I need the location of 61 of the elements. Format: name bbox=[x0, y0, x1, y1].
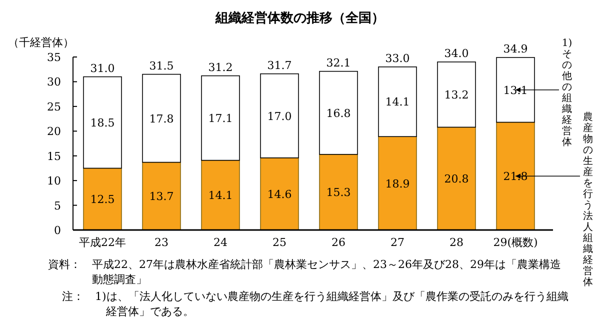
total-label: 34.9 bbox=[503, 42, 528, 56]
data-label: 13.1 bbox=[503, 84, 528, 97]
y-tick-label: 35 bbox=[47, 51, 61, 64]
bar bbox=[83, 168, 122, 230]
total-label: 31.7 bbox=[267, 58, 292, 72]
bar bbox=[437, 126, 476, 230]
data-label: 13.2 bbox=[444, 88, 469, 102]
total-label: 32.1 bbox=[326, 56, 351, 70]
y-tick-label: 5 bbox=[54, 199, 61, 212]
y-tick-label: 20 bbox=[47, 125, 61, 138]
data-label: 17.0 bbox=[267, 110, 292, 123]
data-label: 17.8 bbox=[149, 112, 174, 126]
total-label: 31.2 bbox=[208, 60, 233, 74]
y-tick-label: 10 bbox=[47, 174, 61, 188]
x-tick-label: 28 bbox=[450, 236, 464, 249]
y-tick-label: 30 bbox=[47, 76, 61, 89]
bar bbox=[201, 160, 240, 230]
total-label: 34.0 bbox=[444, 46, 469, 60]
y-axis-title: （千経営体） bbox=[8, 36, 74, 49]
y-tick-label: 25 bbox=[47, 100, 61, 114]
data-label: 20.8 bbox=[444, 172, 469, 186]
bar bbox=[319, 70, 358, 155]
text: 注： 1)は、「法人化していない農産物の生産を行う組織経営体」及び「農作業の受託のみを行う組織経営体」である。 bbox=[62, 289, 570, 319]
text: 資料： 平成22、27年は農林水産省統計部「農林業センサス」、23～26年及び28、29年は「農業構造動態調査」 bbox=[48, 257, 562, 287]
bar bbox=[378, 136, 417, 230]
bar bbox=[260, 73, 299, 158]
bar bbox=[496, 122, 535, 230]
data-label: 14.1 bbox=[208, 189, 233, 202]
total-label: 31.5 bbox=[149, 59, 174, 72]
data-label: 21.8 bbox=[503, 170, 528, 184]
y-tick-label: 0 bbox=[54, 224, 61, 237]
bar bbox=[142, 162, 181, 230]
bar bbox=[201, 75, 240, 161]
chart-title: 組織経営体数の推移（全国） bbox=[214, 10, 384, 26]
data-label: 18.5 bbox=[90, 116, 115, 130]
data-label: 14.1 bbox=[385, 96, 410, 109]
text: 1)その他の組織経営体 bbox=[562, 38, 572, 148]
text: 農産物の生産を行う法人組織経営体 bbox=[583, 112, 593, 288]
y-tick-label: 15 bbox=[47, 150, 61, 163]
x-tick-label: 25 bbox=[272, 236, 286, 249]
data-label: 16.8 bbox=[326, 106, 351, 120]
data-label: 14.6 bbox=[267, 188, 292, 201]
x-tick-label: 27 bbox=[390, 236, 404, 249]
data-label: 13.7 bbox=[149, 190, 174, 204]
bar bbox=[260, 157, 299, 230]
bar bbox=[378, 66, 417, 137]
data-label: 18.9 bbox=[385, 177, 410, 190]
bar bbox=[83, 76, 122, 169]
data-label: 17.1 bbox=[208, 112, 233, 126]
total-label: 31.0 bbox=[90, 62, 115, 75]
data-label: 12.5 bbox=[90, 193, 115, 206]
bar bbox=[437, 62, 476, 128]
total-label: 33.0 bbox=[385, 52, 410, 65]
x-tick-label: 24 bbox=[214, 236, 228, 249]
x-tick-label: 23 bbox=[154, 236, 168, 249]
data-label: 15.3 bbox=[326, 186, 351, 200]
x-tick-label: 平成22年 bbox=[79, 236, 126, 249]
x-tick-label: 26 bbox=[332, 236, 346, 249]
bar bbox=[319, 154, 358, 230]
bar bbox=[142, 74, 181, 163]
x-tick-label: 29(概数) bbox=[493, 236, 538, 249]
